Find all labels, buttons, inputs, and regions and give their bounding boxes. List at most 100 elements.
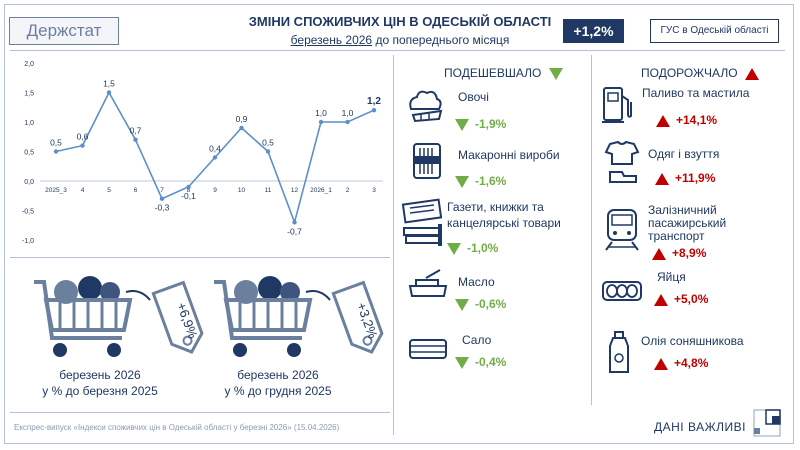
y-tick-label: 1,0	[24, 120, 34, 127]
oil-bottle-icon	[609, 331, 629, 373]
x-tick-label: 9	[213, 187, 217, 194]
vegetables-icon	[409, 90, 443, 123]
down-arrow-icon	[455, 298, 469, 311]
down-arrow-icon	[455, 175, 469, 188]
pricier-item-value: +5,0%	[654, 292, 708, 306]
y-axis-ticks: 2,0 1,5 1,0 0,5 0,0 -0,5 -1,0	[22, 61, 34, 245]
up-arrow-icon	[655, 172, 669, 185]
y-tick-label: 0,5	[24, 150, 34, 157]
infographic-frame	[4, 4, 794, 444]
shopping-cart-icon: +3,2%	[214, 276, 384, 357]
x-tick-label: 8	[187, 187, 191, 194]
pricier-item-label: Паливо та мастила	[642, 86, 750, 100]
data-label: 1,2	[367, 96, 381, 107]
value-text: -1,6%	[475, 174, 507, 188]
pricier-item-label-line2: пасажирський	[648, 216, 727, 230]
value-text: -1,0%	[467, 241, 499, 255]
lard-icon	[409, 339, 447, 359]
x-tick-label: 10	[238, 187, 246, 194]
cheaper-item-label: Масло	[458, 275, 495, 289]
cart-caption-line2: у % до грудня 2025	[224, 384, 332, 398]
data-point	[345, 119, 350, 125]
up-arrow-icon	[744, 67, 759, 80]
data-point	[53, 149, 59, 154]
header-divider	[10, 50, 785, 51]
value-text: -1,9%	[475, 117, 507, 131]
x-tick-label: 6	[134, 187, 138, 194]
pricier-item-value: +11,9%	[655, 171, 715, 185]
pricier-item-value: +8,9%	[652, 246, 706, 260]
y-tick-label: 2,0	[24, 61, 34, 68]
footer-source: Експрес-випуск «Індекси споживчих цін в …	[14, 423, 340, 432]
cheaper-item-label: Макаронні вироби	[458, 148, 560, 162]
cheaper-item-label-line1: Газети, книжки та	[447, 200, 544, 214]
y-tick-label: -0,5	[22, 209, 34, 216]
x-tick-label: 2	[346, 187, 350, 194]
cheaper-item-value: -0,4%	[455, 355, 506, 369]
cheaper-item-label-line2: канцелярські товари	[447, 216, 561, 230]
value-text: +14,1%	[676, 113, 718, 127]
cheaper-item-value: -1,6%	[455, 174, 506, 188]
cheaper-heading: ПОДЕШЕВШАЛО	[444, 66, 569, 80]
data-label: 0,5	[262, 138, 274, 148]
footer-divider	[10, 412, 390, 413]
data-label: 0,9	[236, 114, 248, 124]
data-point	[186, 184, 191, 190]
y-tick-label: 0,0	[24, 179, 34, 186]
down-arrow-icon	[548, 67, 563, 80]
up-arrow-icon	[652, 247, 666, 260]
pricier-heading-text: ПОДОРОЖЧАЛО	[641, 66, 738, 80]
butter-icon	[408, 269, 448, 297]
value-text: +8,9%	[672, 246, 707, 260]
pricier-item-label: Олія соняшникова	[641, 334, 744, 348]
up-arrow-icon	[654, 357, 668, 370]
data-point	[292, 220, 297, 225]
monthly-cpi-chart: 2,0 1,5 1,0 0,5 0,0 -0,5 -1,0 2025_3 4 5 6 7 8 9 10 11…	[22, 61, 383, 245]
derzhstat-logo: Держстат	[9, 17, 119, 45]
data-point	[106, 90, 112, 95]
clothing-icon	[604, 140, 640, 183]
page-title: ЗМІНИ СПОЖИВЧИХ ЦІН В ОДЕСЬКІЙ ОБЛАСТІ	[248, 14, 552, 29]
pricier-item-value: +4,8%	[654, 356, 708, 370]
pricier-item-label: Одяг і взуття	[648, 147, 720, 161]
pricier-item-label-line1: Залізничний	[648, 203, 717, 217]
brand-logo-icon	[753, 409, 781, 437]
x-tick-label: 11	[265, 187, 272, 194]
brand-label: ДАНІ ВАЖЛИВІ	[654, 420, 746, 434]
data-points	[53, 90, 377, 225]
page-subtitle: березень 2026 до попереднього місяця	[230, 33, 570, 47]
data-label: -0,7	[287, 226, 302, 236]
value-text: -0,4%	[475, 355, 507, 369]
cart-caption-line1: березень 2026	[237, 368, 319, 382]
cheaper-item-label: Сало	[462, 333, 492, 347]
cheaper-item-value: -1,9%	[455, 117, 506, 131]
data-label: 0,5	[50, 138, 62, 148]
shopping-cart-icon: +6,9%	[34, 276, 204, 357]
pricier-item-value: +14,1%	[656, 113, 717, 127]
x-tick-label: 3	[372, 187, 376, 194]
subtitle-rest: до попереднього місяця	[372, 33, 510, 47]
chart-divider	[10, 257, 390, 258]
value-text: +5,0%	[674, 292, 709, 306]
up-arrow-icon	[654, 293, 668, 306]
data-label: 0,6	[77, 132, 89, 142]
eggs-icon	[602, 281, 642, 301]
x-tick-label: 2025_3	[45, 187, 67, 194]
pricier-item-label: Яйця	[657, 270, 686, 284]
cheaper-item-value: -0,6%	[455, 297, 506, 311]
data-label: -0,1	[181, 191, 196, 201]
newspaper-icon	[401, 198, 443, 246]
data-point	[80, 143, 85, 148]
cart-caption-line2: у % до березня 2025	[42, 384, 158, 398]
data-label: 0,4	[209, 143, 221, 153]
data-label: 1,0	[342, 108, 354, 118]
value-text: -0,6%	[475, 297, 507, 311]
data-point	[159, 196, 165, 201]
x-tick-label: 4	[81, 187, 85, 194]
up-arrow-icon	[656, 114, 670, 127]
data-point	[265, 149, 271, 154]
down-arrow-icon	[455, 118, 469, 131]
data-point	[318, 119, 324, 125]
data-labels: 0,5 0,6 1,5 0,7 -0,3 -0,1 0,4 0,9 0,5 -0,7 1,0 1,0 1…	[50, 79, 381, 237]
fuel-pump-icon	[602, 87, 632, 123]
